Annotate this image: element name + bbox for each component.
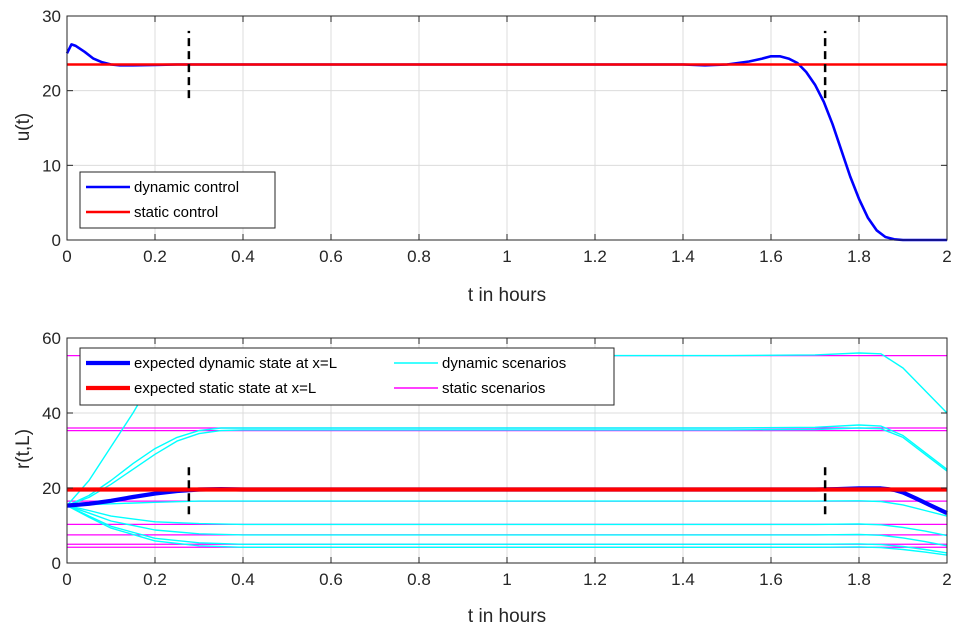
control-chart-xlabel: t in hours — [468, 285, 546, 306]
control-x-tick-label: 0.2 — [143, 247, 167, 266]
control-y-tick-label: 20 — [42, 82, 61, 101]
legend-label: static scenarios — [442, 380, 545, 397]
control-y-tick-label: 10 — [42, 156, 61, 175]
control-x-tick-label: 1.6 — [759, 247, 783, 266]
legend-label: expected static state at x=L — [134, 380, 316, 397]
state-x-tick-label: 1 — [502, 570, 511, 589]
legend-label: expected dynamic state at x=L — [134, 355, 337, 372]
state-chart-axes — [66, 337, 948, 564]
dynamic-scenario-line — [66, 504, 948, 556]
state-y-tick-label: 40 — [42, 404, 61, 423]
dynamic-scenario-line — [66, 500, 948, 517]
state-x-tick-label: 0 — [62, 570, 71, 589]
control-chart-markers — [187, 30, 827, 99]
state-y-tick-label: 0 — [52, 554, 61, 573]
legend-label: static control — [134, 204, 218, 221]
state-chart-markers — [187, 465, 827, 515]
control-x-tick-label: 0 — [62, 247, 71, 266]
control-x-tick-label: 1 — [502, 247, 511, 266]
control-chart-main-lines — [65, 43, 947, 242]
state-x-tick-label: 1.4 — [671, 570, 695, 589]
control-y-tick-label: 30 — [42, 7, 61, 26]
control-chart-axes — [66, 15, 948, 241]
state-chart-ylabel: r(t,L) — [13, 429, 34, 469]
state-x-tick-label: 1.8 — [847, 570, 871, 589]
state-chart-legend: expected dynamic state at x=L expected st… — [79, 347, 615, 406]
state-x-tick-label: 2 — [942, 570, 951, 589]
state-x-tick-label: 0.6 — [319, 570, 343, 589]
control-x-tick-label: 0.8 — [407, 247, 431, 266]
dynamic-scenario-line — [66, 504, 948, 547]
state-y-tick-label: 60 — [42, 329, 61, 348]
dynamic-scenario-line — [66, 504, 948, 554]
control-chart-ylabel: u(t) — [13, 113, 34, 142]
legend-label: dynamic scenarios — [442, 355, 566, 372]
dynamic-scenario-line — [66, 424, 948, 507]
control-y-tick-label: 0 — [52, 231, 61, 250]
state-chart-xlabel: t in hours — [468, 606, 546, 627]
state-y-tick-label: 20 — [42, 479, 61, 498]
control-x-tick-label: 0.4 — [231, 247, 255, 266]
state-x-tick-label: 1.6 — [759, 570, 783, 589]
state-x-tick-label: 1.2 — [583, 570, 607, 589]
dynamic-scenario-line — [66, 427, 948, 507]
state-x-tick-label: 0.8 — [407, 570, 431, 589]
state-x-tick-label: 0.4 — [231, 570, 255, 589]
state-x-tick-label: 0.2 — [143, 570, 167, 589]
control-x-tick-label: 1.8 — [847, 247, 871, 266]
state-legend-box — [79, 347, 615, 406]
legend-label: dynamic control — [134, 179, 239, 196]
state-chart-main-lines — [66, 486, 948, 516]
control-x-tick-label: 0.6 — [319, 247, 343, 266]
control-x-tick-label: 2 — [942, 247, 951, 266]
control-x-tick-label: 1.2 — [583, 247, 607, 266]
dynamic-scenario-line — [66, 504, 948, 537]
control-legend-box — [79, 171, 276, 229]
control-chart-legend: dynamic control static control — [79, 171, 276, 229]
control-x-tick-label: 1.4 — [671, 247, 695, 266]
